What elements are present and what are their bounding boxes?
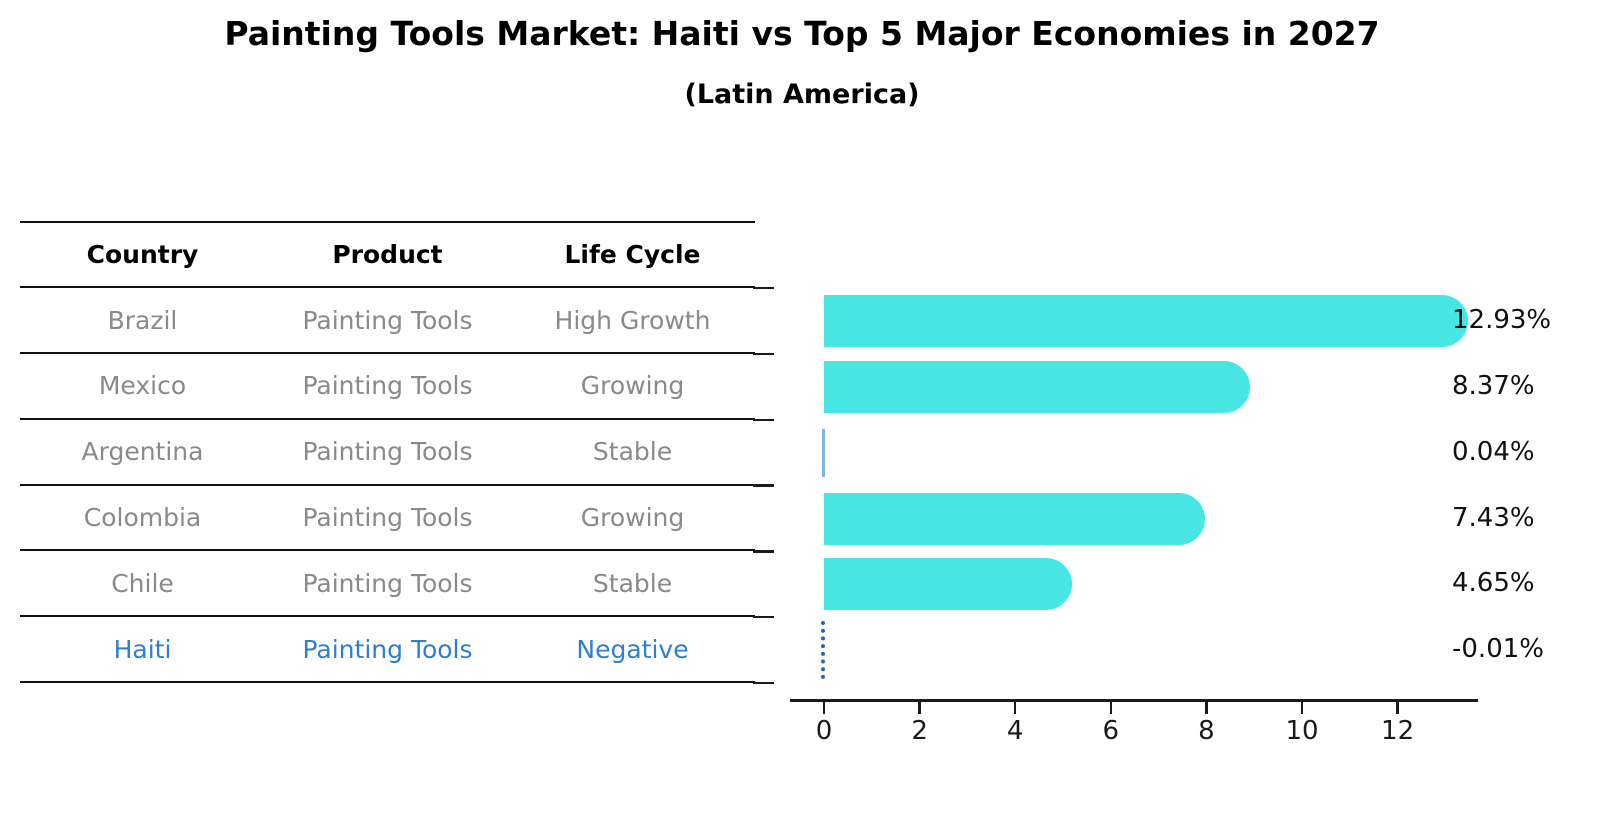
table-row: Brazil Painting Tools High Growth <box>20 288 755 354</box>
country-cell: Brazil <box>107 305 178 335</box>
value-label: 4.65% <box>1452 568 1535 599</box>
product-cell: Painting Tools <box>302 305 473 335</box>
life-cycle-cell: Negative <box>576 634 689 664</box>
comparison-table: Country Product Life Cycle Brazil Painting … <box>20 221 755 683</box>
y-axis-tick <box>753 615 774 619</box>
country-cell: Chile <box>111 568 174 598</box>
tiny-bar-argentina <box>822 428 825 477</box>
value-label: 0.04% <box>1452 436 1535 467</box>
x-axis-tick <box>1300 702 1304 714</box>
table-row: Chile Painting Tools Stable <box>20 551 755 618</box>
value-label: 12.93% <box>1452 305 1552 336</box>
life-cycle-cell: Stable <box>592 437 673 467</box>
country-cell: Argentina <box>81 437 204 467</box>
bar-brazil <box>824 295 1469 348</box>
life-cycle-cell: Growing <box>580 502 685 532</box>
product-cell: Painting Tools <box>302 371 473 401</box>
negative-dotted-line-haiti <box>821 621 825 680</box>
table-row: Haiti Painting Tools Negative <box>20 617 755 683</box>
y-axis-tick <box>753 418 774 422</box>
country-cell: Colombia <box>83 502 202 532</box>
y-axis-tick <box>753 286 774 290</box>
bar-colombia <box>824 492 1206 545</box>
x-tick-label: 6 <box>1102 716 1120 746</box>
bar-mexico <box>824 360 1251 413</box>
x-tick-label: 2 <box>911 716 928 746</box>
life-cycle-cell: Stable <box>592 568 673 598</box>
product-cell: Painting Tools <box>302 502 473 532</box>
life-cycle-cell: High Growth <box>554 305 711 335</box>
y-axis-tick <box>753 550 774 553</box>
x-axis-tick <box>1396 702 1399 714</box>
x-tick-label: 8 <box>1198 716 1215 746</box>
x-axis-tick <box>1013 702 1017 714</box>
x-tick-label: 10 <box>1285 716 1319 746</box>
product-cell: Painting Tools <box>302 568 473 598</box>
country-cell: Haiti <box>113 634 172 664</box>
product-cell: Painting Tools <box>302 437 473 467</box>
table-row: Argentina Painting Tools Stable <box>20 420 755 486</box>
country-cell: Mexico <box>98 371 187 401</box>
table-row: Mexico Painting Tools Growing <box>20 354 755 420</box>
table-header-cell: Country <box>86 240 199 270</box>
x-axis-line <box>790 699 1478 702</box>
x-tick-label: 4 <box>1006 716 1024 746</box>
y-axis-tick <box>753 681 774 685</box>
table-header-cell: Product <box>332 240 443 270</box>
chart-title: Painting Tools Market: Haiti vs Top 5 Ma… <box>224 14 1380 53</box>
bar-chile <box>824 558 1073 611</box>
y-axis-tick <box>753 484 774 487</box>
life-cycle-cell: Growing <box>580 371 685 401</box>
x-tick-label: 12 <box>1381 716 1415 746</box>
x-axis-tick <box>918 702 921 714</box>
x-axis-tick <box>1109 702 1113 714</box>
y-axis-tick <box>753 352 774 356</box>
product-cell: Painting Tools <box>302 634 473 664</box>
x-axis-tick <box>1205 702 1208 714</box>
table-header-cell: Life Cycle <box>564 240 701 270</box>
table-row: Colombia Painting Tools Growing <box>20 486 755 552</box>
value-label: -0.01% <box>1452 634 1544 665</box>
table-header-row: Country Product Life Cycle <box>20 223 755 289</box>
x-axis-tick <box>822 702 826 714</box>
value-label: 8.37% <box>1452 370 1535 401</box>
value-label: 7.43% <box>1452 502 1535 533</box>
chart-subtitle: (Latin America) <box>684 79 920 110</box>
x-tick-label: 0 <box>815 716 833 746</box>
